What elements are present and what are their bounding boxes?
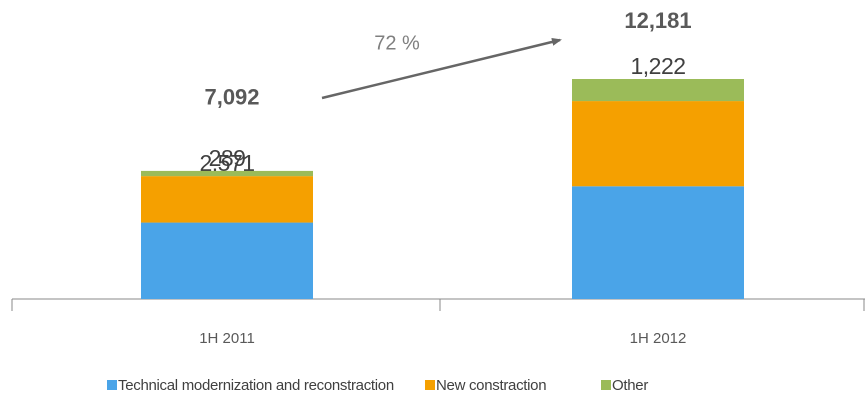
total-label: 12,181 bbox=[624, 8, 691, 33]
legend-swatch bbox=[601, 380, 611, 390]
bar-segment bbox=[572, 186, 744, 299]
legend-swatch bbox=[425, 380, 435, 390]
legend-label: Technical modernization and reconstracti… bbox=[118, 377, 394, 394]
bar-segment bbox=[572, 79, 744, 102]
legend-label: Other bbox=[612, 377, 648, 394]
x-tick-label: 1H 2012 bbox=[630, 330, 687, 347]
value-label: 289 bbox=[209, 145, 246, 171]
bar-segment bbox=[572, 101, 744, 187]
legend-swatch bbox=[107, 380, 117, 390]
bar-segment bbox=[141, 176, 313, 223]
bar-segment bbox=[141, 222, 313, 299]
value-label: 1,222 bbox=[630, 53, 685, 79]
legend-label: New constraction bbox=[436, 377, 546, 394]
growth-arrow bbox=[321, 38, 562, 100]
bar-segment bbox=[141, 170, 313, 177]
x-tick-label: 1H 2011 bbox=[199, 330, 255, 347]
x-axis bbox=[11, 298, 865, 311]
total-label: 7,092 bbox=[204, 85, 259, 110]
growth-label: 72 % bbox=[374, 32, 420, 54]
